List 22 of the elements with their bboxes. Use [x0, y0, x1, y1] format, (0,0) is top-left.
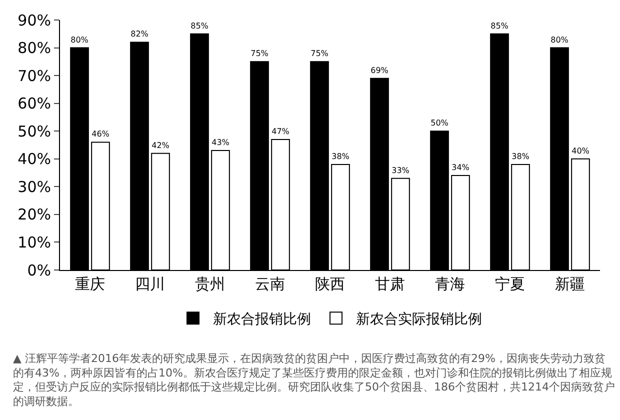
x-tick-label: 甘肃 [375, 275, 405, 293]
x-tick-label: 云南 [255, 275, 285, 293]
x-tick-label: 陕西 [315, 275, 345, 293]
x-tick-label: 四川 [135, 275, 165, 293]
x-tick-label: 宁夏 [495, 275, 525, 293]
y-tick-label: 50% [18, 122, 51, 140]
x-tick-label: 青海 [435, 275, 465, 293]
y-tick-label: 10% [18, 233, 51, 252]
x-tick-label: 重庆 [75, 275, 105, 293]
y-tick-label: 0% [27, 261, 51, 280]
legend-label: 新农合实际报销比例 [356, 312, 482, 328]
y-tick-label: 70% [18, 66, 51, 85]
y-tick-label: 30% [18, 178, 51, 196]
y-tick-label: 40% [18, 150, 51, 168]
y-tick-label: 60% [18, 94, 51, 113]
y-tick-label: 20% [18, 206, 51, 224]
x-tick-label: 新疆 [555, 275, 585, 293]
legend-label: 新农合报销比例 [213, 312, 311, 328]
x-tick-label: 贵州 [195, 275, 225, 293]
y-tick-label: 90% [18, 11, 51, 30]
text: ▲ 汪辉平等学者2016年发表的研究成果显示，在因病致贫的贫困户中，因医疗费过高致贫的有29%，因病丧失劳动力致贫的有43%，两种原因皆有的占10%。新农合医疗规定了某些医疗费用的限定金额，也对门诊和住院的报销比例做出了相应规定，但受访户反应的实际报销比例都低于这些规定比例。研究团队收集了50个贫困县、186个贫困村，共1214个因病致贫户的调研数据。 [13, 352, 615, 408]
y-tick-label: 80% [18, 39, 51, 58]
